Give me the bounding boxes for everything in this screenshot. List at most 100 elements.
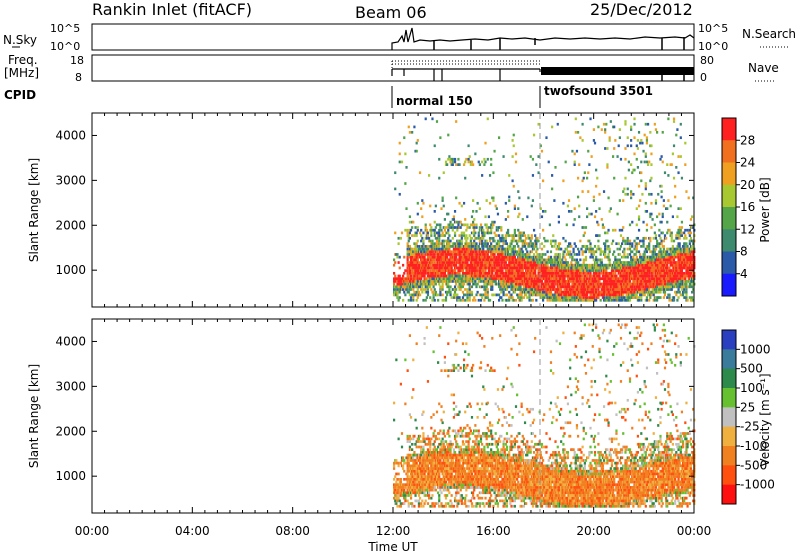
- echo-cell: [424, 253, 427, 256]
- echo-cell: [636, 274, 640, 278]
- echo-cell: [442, 239, 445, 243]
- echo-cell: [499, 274, 502, 278]
- echo-cell: [425, 245, 428, 248]
- echo-cell: [679, 274, 682, 278]
- echo-cell: [499, 245, 502, 248]
- echo-cell: [642, 245, 645, 248]
- echo-cell: [433, 293, 436, 297]
- echo-cell: [411, 255, 414, 259]
- echo-cell: [569, 255, 572, 259]
- echo-cell: [564, 160, 567, 164]
- echo-cell: [448, 288, 451, 291]
- echo-cell: [507, 210, 510, 213]
- echo-cell: [432, 228, 435, 232]
- echo-cell: [420, 274, 423, 278]
- echo-cell: [626, 136, 629, 140]
- echo-cell: [588, 163, 591, 166]
- echo-cell: [393, 461, 396, 465]
- echo-cell: [643, 236, 646, 240]
- echo-cell: [644, 236, 647, 240]
- echo-cell: [622, 282, 625, 286]
- echo-cell: [442, 171, 445, 175]
- echo-cell: [439, 261, 442, 264]
- echo-cell: [446, 280, 449, 283]
- echo-cell: [605, 296, 608, 299]
- echo-cell: [633, 271, 636, 275]
- echo-cell: [685, 271, 688, 275]
- echo-cell: [601, 282, 605, 286]
- echo-cell: [482, 266, 485, 270]
- echo-cell: [683, 277, 686, 281]
- echo-cell: [535, 274, 538, 278]
- echo-cell: [547, 274, 550, 278]
- echo-cell: [649, 293, 652, 297]
- echo-cell: [548, 274, 551, 278]
- echo-cell: [460, 231, 463, 235]
- echo-cell: [591, 290, 594, 294]
- echo-cell: [443, 266, 446, 270]
- echo-cell: [670, 298, 673, 302]
- echo-cell: [424, 277, 427, 281]
- echo-cell: [531, 271, 535, 275]
- echo-cell: [649, 285, 652, 289]
- echo-cell: [493, 263, 496, 267]
- echo-cell: [606, 231, 609, 235]
- echo-cell: [574, 130, 577, 134]
- echo-cell: [403, 271, 406, 275]
- echo-cell: [677, 296, 680, 299]
- echo-cell: [520, 266, 523, 270]
- echo-cell: [582, 290, 585, 294]
- echo-cell: [420, 277, 423, 281]
- echo-cell: [447, 261, 450, 264]
- echo-cell: [484, 290, 487, 294]
- echo-cell: [644, 258, 647, 262]
- echo-cell: [639, 271, 642, 275]
- echo-cell: [572, 266, 575, 270]
- echo-cell: [546, 274, 549, 278]
- echo-cell: [442, 266, 445, 270]
- echo-cell: [481, 261, 484, 264]
- echo-cell: [465, 255, 468, 259]
- echo-cell: [606, 293, 609, 297]
- echo-cell: [584, 274, 588, 278]
- echo-cell: [500, 226, 503, 229]
- echo-cell: [643, 253, 646, 256]
- echo-cell: [684, 280, 687, 283]
- echo-cell: [504, 266, 507, 270]
- echo-cell: [669, 269, 672, 272]
- echo-cell: [690, 226, 694, 229]
- echo-cell: [453, 290, 457, 294]
- echo-cell: [645, 277, 649, 281]
- echo-cell: [670, 250, 673, 254]
- echo-cell: [453, 269, 457, 272]
- echo-cell: [404, 282, 407, 286]
- echo-cell: [565, 296, 568, 299]
- echo-cell: [399, 288, 402, 291]
- echo-cell: [635, 293, 638, 297]
- echo-cell: [687, 274, 690, 278]
- echo-cell: [604, 290, 607, 294]
- echo-cell: [547, 277, 550, 281]
- echo-cell: [459, 253, 462, 256]
- echo-cell: [439, 226, 442, 229]
- echo-cell: [483, 274, 486, 278]
- echo-cell: [457, 157, 460, 161]
- echo-cell: [543, 263, 546, 267]
- echo-cell: [488, 236, 492, 240]
- echo-cell: [446, 163, 449, 166]
- echo-cell: [570, 290, 573, 294]
- echo-cell: [495, 228, 498, 232]
- echo-cell: [433, 242, 436, 246]
- echo-cell: [555, 258, 558, 262]
- echo-cell: [662, 271, 665, 275]
- echo-cell: [663, 266, 667, 270]
- echo-cell: [676, 280, 679, 283]
- echo-cell: [462, 234, 466, 237]
- echo-cell: [422, 247, 425, 251]
- echo-cell: [600, 282, 603, 286]
- echo-cell: [660, 242, 663, 246]
- echo-cell: [493, 247, 496, 251]
- echo-cell: [564, 290, 567, 294]
- echo-cell: [652, 258, 655, 262]
- echo-cell: [523, 271, 527, 275]
